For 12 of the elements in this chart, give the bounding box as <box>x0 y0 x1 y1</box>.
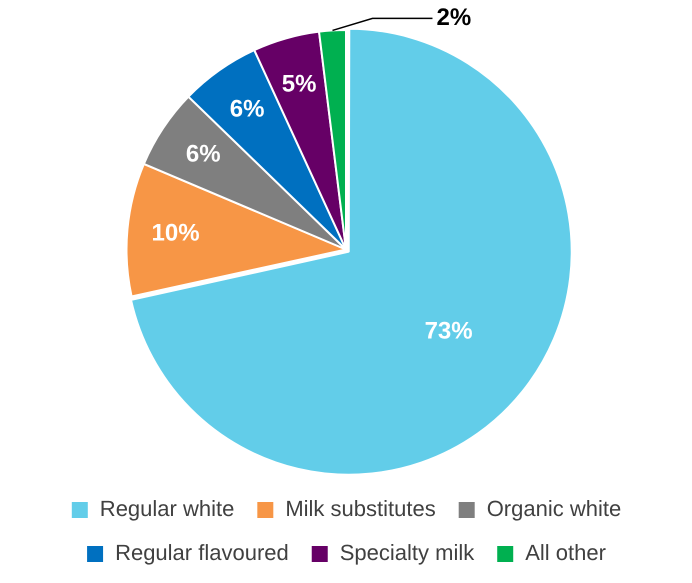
legend-label: Organic white <box>486 496 622 522</box>
legend-label: All other <box>525 540 606 566</box>
data-label: 5% <box>282 70 316 98</box>
legend-label: Regular white <box>100 496 234 522</box>
data-label: 2% <box>436 4 472 32</box>
legend-label: Specialty milk <box>340 540 476 566</box>
data-label: 6% <box>186 140 221 168</box>
data-label: 6% <box>230 95 264 122</box>
legend-label: Milk substitutes <box>285 496 436 522</box>
data-label: 10% <box>151 219 200 246</box>
data-label: 73% <box>424 318 473 345</box>
legend-label: Regular flavoured <box>115 540 289 566</box>
